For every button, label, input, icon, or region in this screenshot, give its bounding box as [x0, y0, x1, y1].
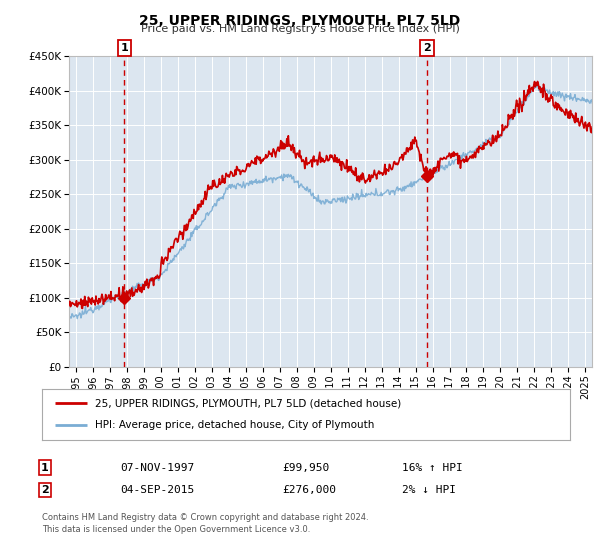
Text: 2: 2 [41, 485, 49, 495]
Text: 2% ↓ HPI: 2% ↓ HPI [402, 485, 456, 495]
Text: 16% ↑ HPI: 16% ↑ HPI [402, 463, 463, 473]
Text: This data is licensed under the Open Government Licence v3.0.: This data is licensed under the Open Gov… [42, 525, 310, 534]
Text: Price paid vs. HM Land Registry's House Price Index (HPI): Price paid vs. HM Land Registry's House … [140, 24, 460, 34]
Text: 1: 1 [121, 43, 128, 53]
Text: £276,000: £276,000 [282, 485, 336, 495]
Text: 07-NOV-1997: 07-NOV-1997 [120, 463, 194, 473]
Text: 25, UPPER RIDINGS, PLYMOUTH, PL7 5LD: 25, UPPER RIDINGS, PLYMOUTH, PL7 5LD [139, 14, 461, 28]
Text: 2: 2 [423, 43, 431, 53]
Text: 25, UPPER RIDINGS, PLYMOUTH, PL7 5LD (detached house): 25, UPPER RIDINGS, PLYMOUTH, PL7 5LD (de… [95, 398, 401, 408]
Text: 04-SEP-2015: 04-SEP-2015 [120, 485, 194, 495]
Text: Contains HM Land Registry data © Crown copyright and database right 2024.: Contains HM Land Registry data © Crown c… [42, 514, 368, 522]
Text: £99,950: £99,950 [282, 463, 329, 473]
Text: HPI: Average price, detached house, City of Plymouth: HPI: Average price, detached house, City… [95, 421, 374, 431]
Text: 1: 1 [41, 463, 49, 473]
